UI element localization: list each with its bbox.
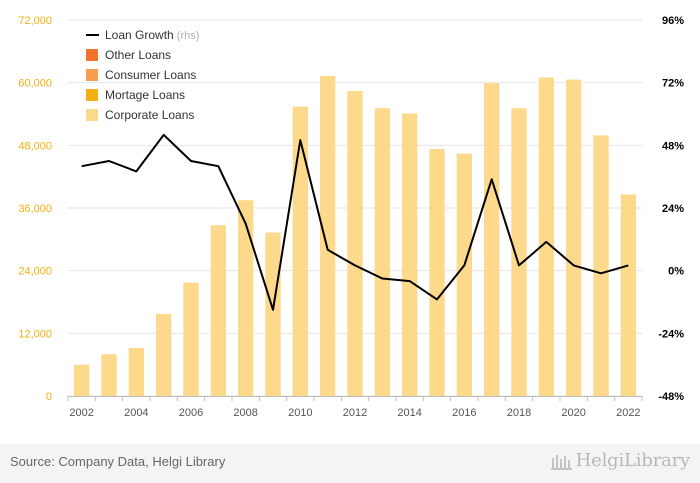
- bar-corporate-loans: [456, 153, 472, 396]
- bar-corporate-loans: [620, 194, 636, 396]
- source-note: Source: Company Data, Helgi Library: [10, 454, 226, 469]
- right-axis-tick-label: 24%: [662, 203, 684, 215]
- bar-corporate-loans: [566, 79, 582, 397]
- bar-corporate-loans: [183, 282, 199, 396]
- bar-corporate-loans: [484, 83, 500, 396]
- left-axis-tick-label: 36,000: [18, 203, 52, 215]
- logo-text: HelgiLibrary: [575, 450, 691, 471]
- right-axis-tick-label: 0%: [668, 266, 684, 278]
- legend-label: Other Loans: [105, 48, 171, 62]
- x-axis-tick-label: 2016: [452, 407, 476, 419]
- bar-corporate-loans: [210, 225, 226, 396]
- footer: Source: Company Data, Helgi Library Helg…: [0, 444, 700, 483]
- bar-corporate-loans: [156, 314, 172, 396]
- bar-corporate-loans: [238, 200, 254, 396]
- legend-label: Consumer Loans: [105, 68, 196, 82]
- left-axis-tick-label: 12,000: [18, 328, 52, 340]
- left-axis-tick-label: 48,000: [18, 140, 52, 152]
- right-axis-tick-label: -24%: [658, 328, 684, 340]
- left-axis-tick-label: 72,000: [18, 15, 52, 27]
- bar-corporate-loans: [265, 232, 281, 396]
- bar-corporate-loans: [511, 108, 527, 396]
- bar-corporate-loans: [374, 108, 390, 396]
- bar-corporate-loans: [347, 91, 363, 397]
- legend-label-suffix: (rhs): [174, 30, 200, 42]
- legend-label: Corporate Loans: [105, 108, 194, 122]
- left-axis-tick-label: 24,000: [18, 266, 52, 278]
- x-axis-tick-label: 2022: [616, 407, 640, 419]
- legend-swatch: [86, 49, 98, 61]
- x-axis-tick-label: 2020: [561, 407, 585, 419]
- legend-label: Loan Growth (rhs): [105, 28, 199, 42]
- bar-corporate-loans: [320, 75, 336, 396]
- legend-swatch: [86, 109, 98, 121]
- bar-corporate-loans: [593, 135, 609, 396]
- right-axis-tick-label: 96%: [662, 15, 684, 27]
- x-axis-tick-label: 2002: [69, 407, 93, 419]
- bar-corporate-loans: [402, 113, 418, 396]
- legend-label: Mortage Loans: [105, 88, 185, 102]
- helgi-library-logo: HelgiLibrary: [550, 450, 691, 471]
- x-axis-tick-label: 2010: [288, 407, 312, 419]
- bar-corporate-loans: [292, 106, 308, 396]
- bar-corporate-loans: [429, 148, 445, 396]
- bar-corporate-loans: [538, 77, 554, 396]
- bar-corporate-loans: [101, 354, 117, 396]
- bar-corporate-loans: [128, 347, 144, 396]
- right-axis-tick-label: 48%: [662, 140, 684, 152]
- x-axis-tick-label: 2018: [507, 407, 531, 419]
- bar-corporate-loans: [74, 364, 90, 396]
- legend-swatch: [86, 89, 98, 101]
- left-axis-tick-label: 60,000: [18, 78, 52, 90]
- right-axis-tick-label: -48%: [658, 391, 684, 403]
- library-icon: [550, 454, 572, 470]
- left-axis-tick-label: 0: [46, 391, 52, 403]
- x-axis-tick-label: 2006: [179, 407, 203, 419]
- x-axis-tick-label: 2012: [343, 407, 367, 419]
- x-axis-tick-label: 2008: [233, 407, 257, 419]
- legend-swatch: [86, 69, 98, 81]
- x-axis-tick-label: 2014: [397, 407, 421, 419]
- right-axis-tick-label: 72%: [662, 78, 684, 90]
- x-axis-tick-label: 2004: [124, 407, 148, 419]
- line-loan-growth: [81, 133, 629, 311]
- loan-chart: 0 12,000 24,000 36,000 48,000 60,000 72,000 -48…: [18, 15, 684, 419]
